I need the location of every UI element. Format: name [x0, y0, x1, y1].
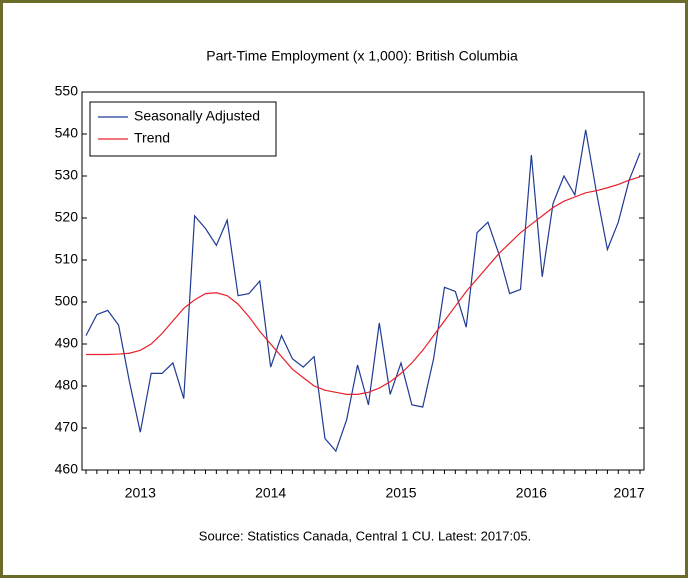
y-tick-label: 530 — [55, 167, 79, 183]
y-tick-label: 520 — [55, 209, 79, 225]
y-tick-label: 540 — [55, 125, 79, 141]
chart-title: Part-Time Employment (x 1,000): British … — [206, 48, 518, 64]
x-tick-label: 2015 — [385, 485, 416, 501]
x-tick-label: 2014 — [255, 485, 286, 501]
legend-label: Trend — [134, 130, 170, 146]
series-line — [86, 176, 641, 395]
y-tick-label: 480 — [55, 377, 79, 393]
y-tick-label: 470 — [55, 419, 79, 435]
y-tick-label: 490 — [55, 335, 79, 351]
series-line — [85, 129, 641, 453]
legend-box — [89, 101, 277, 157]
y-tick-label: 500 — [55, 293, 79, 309]
legend-label: Seasonally Adjusted — [134, 108, 260, 124]
y-tick-label: 550 — [55, 83, 79, 99]
x-tick-label: 2016 — [516, 485, 547, 501]
y-tick-label: 460 — [55, 461, 79, 477]
x-tick-label: 2013 — [125, 485, 156, 501]
plot-frame — [81, 91, 645, 471]
y-tick-label: 510 — [55, 251, 79, 267]
x-tick-label: 2017 — [614, 485, 645, 501]
source-note: Source: Statistics Canada, Central 1 CU.… — [199, 528, 531, 543]
